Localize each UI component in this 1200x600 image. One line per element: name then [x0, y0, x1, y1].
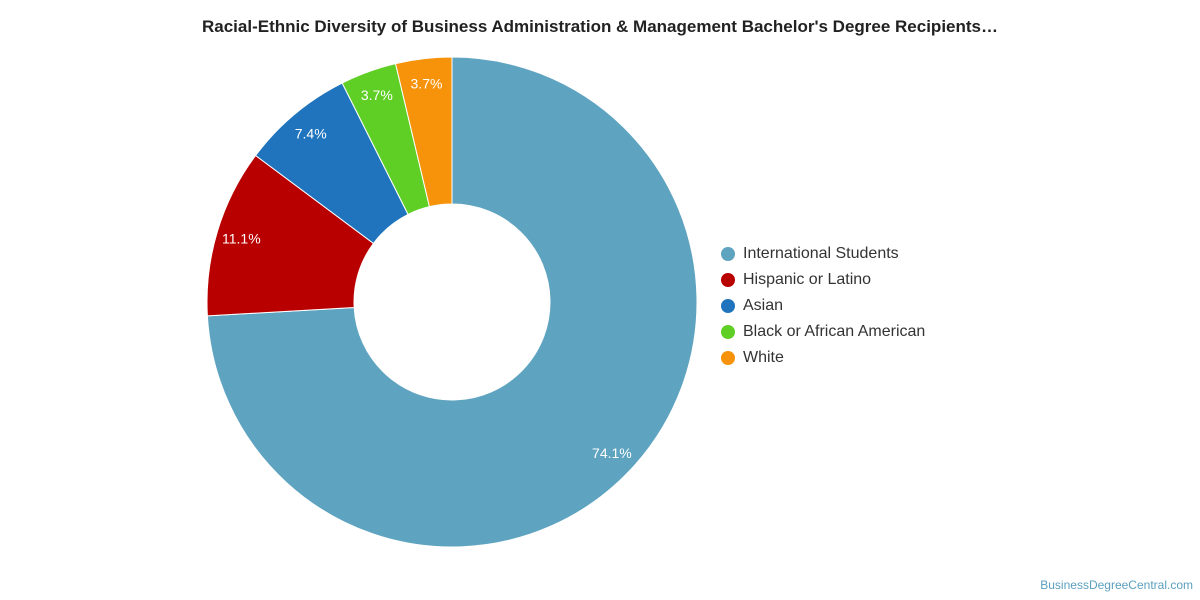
legend-item: International Students — [721, 241, 925, 267]
slice-value-label: 11.1% — [222, 231, 261, 247]
legend-label: International Students — [743, 245, 899, 262]
slice-value-label: 3.7% — [411, 75, 443, 91]
legend: International Students Hispanic or Latino… — [721, 241, 925, 371]
slice-value-label: 74.1% — [592, 445, 632, 461]
legend-label: Asian — [743, 297, 784, 314]
legend-item: Black or African American — [721, 319, 925, 345]
legend-swatch — [721, 247, 735, 261]
source-credit: BusinessDegreeCentral.com — [1040, 578, 1193, 592]
legend-item: Asian — [721, 293, 925, 319]
slice-value-label: 7.4% — [295, 125, 327, 141]
slice-white — [394, 56, 453, 208]
legend-label: White — [743, 349, 784, 366]
slice-hispanic-or-latino — [206, 154, 375, 317]
slice-value-label: 3.7% — [361, 87, 393, 103]
legend-swatch — [721, 299, 735, 313]
slice-international-students — [206, 56, 698, 548]
legend-swatch — [721, 351, 735, 365]
legend-label: Hispanic or Latino — [743, 271, 872, 288]
legend-item: Hispanic or Latino — [721, 267, 925, 293]
legend-label: Black or African American — [743, 323, 926, 340]
legend-item: White — [721, 345, 925, 371]
legend-swatch — [721, 325, 735, 339]
chart-title: Racial-Ethnic Diversity of Business Admi… — [201, 17, 998, 36]
legend-swatch — [721, 273, 735, 287]
